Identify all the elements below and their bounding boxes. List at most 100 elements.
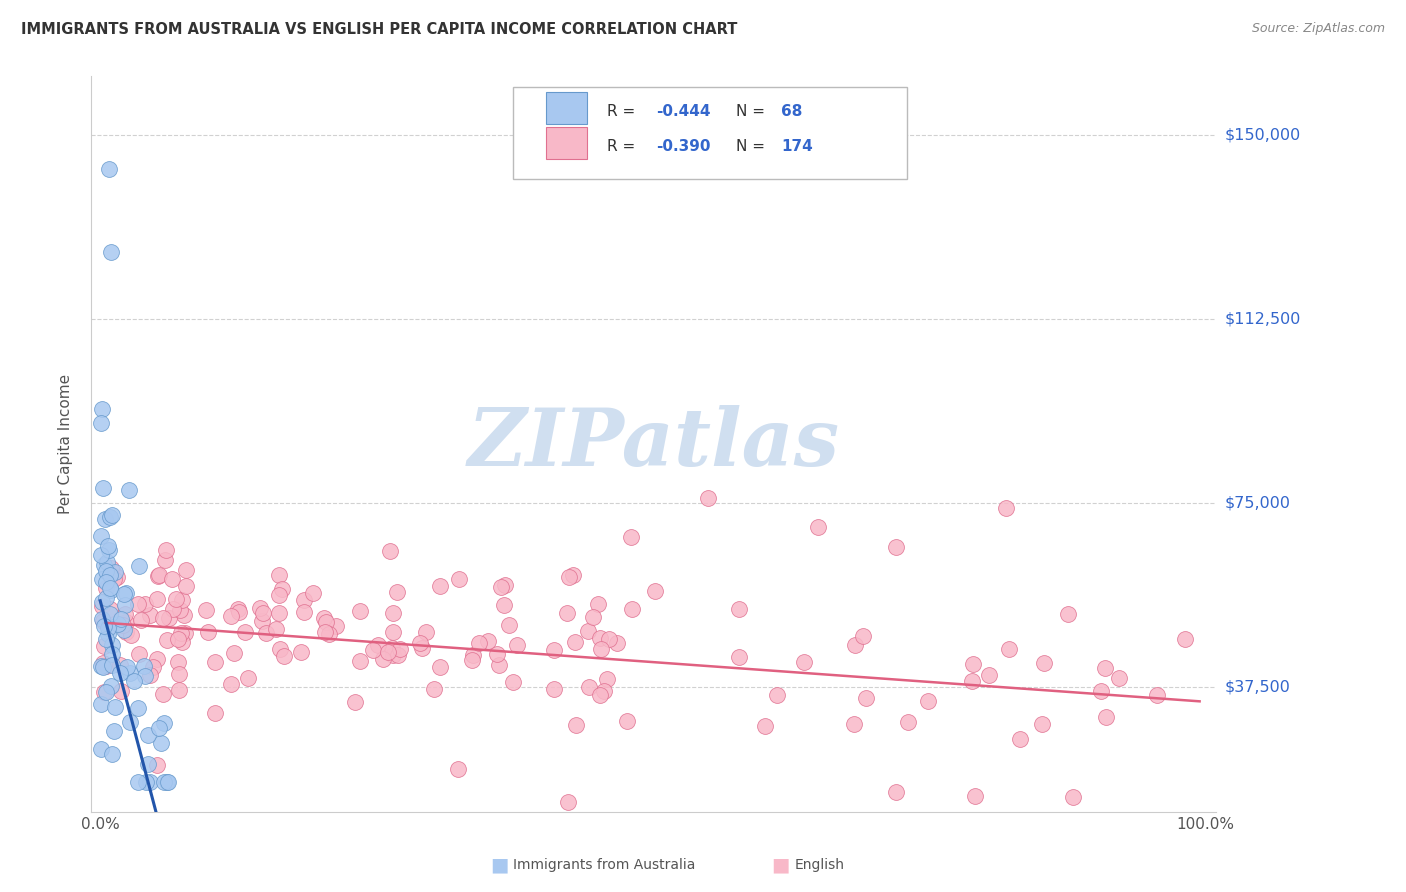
- Text: ZIPatlas: ZIPatlas: [468, 405, 839, 483]
- Text: Source: ZipAtlas.com: Source: ZipAtlas.com: [1251, 22, 1385, 36]
- Immigrants from Australia: [96, 685, 118, 699]
- Immigrants from Australia: [97, 627, 120, 641]
- English: [254, 626, 277, 640]
- Immigrants from Australia: [118, 715, 141, 730]
- English: [142, 660, 165, 674]
- Immigrants from Australia: [91, 595, 114, 609]
- English: [96, 659, 118, 673]
- English: [962, 657, 984, 671]
- Immigrants from Australia: [127, 775, 149, 789]
- English: [167, 683, 190, 698]
- English: [111, 618, 134, 632]
- Immigrants from Australia: [101, 508, 124, 522]
- English: [314, 611, 336, 625]
- English: [226, 601, 249, 615]
- English: [562, 568, 585, 582]
- English: [606, 636, 628, 650]
- Text: Immigrants from Australia: Immigrants from Australia: [513, 858, 696, 872]
- English: [415, 625, 437, 640]
- English: [977, 668, 1000, 682]
- Immigrants from Australia: [94, 574, 117, 589]
- English: [377, 645, 399, 659]
- English: [315, 615, 337, 630]
- English: [349, 604, 371, 618]
- English: [807, 520, 830, 534]
- English: [917, 694, 939, 708]
- English: [100, 561, 122, 575]
- Immigrants from Australia: [91, 402, 114, 417]
- English: [616, 714, 638, 728]
- Immigrants from Australia: [104, 565, 127, 579]
- English: [91, 656, 114, 670]
- English: [146, 651, 169, 665]
- Text: ■: ■: [489, 855, 509, 875]
- English: [127, 598, 149, 612]
- English: [325, 619, 347, 633]
- Text: $37,500: $37,500: [1225, 679, 1291, 694]
- FancyBboxPatch shape: [546, 127, 588, 159]
- English: [1094, 661, 1116, 675]
- English: [447, 762, 470, 776]
- English: [148, 568, 170, 582]
- English: [139, 608, 162, 623]
- English: [592, 684, 614, 698]
- English: [581, 609, 603, 624]
- English: [591, 641, 613, 656]
- Text: R =: R =: [606, 104, 640, 120]
- English: [842, 717, 865, 731]
- English: [318, 627, 340, 641]
- English: [1008, 732, 1031, 747]
- English: [1146, 688, 1168, 702]
- English: [169, 603, 191, 617]
- Immigrants from Australia: [90, 742, 112, 756]
- Immigrants from Australia: [149, 736, 172, 750]
- English: [620, 602, 643, 616]
- English: [131, 613, 153, 627]
- Immigrants from Australia: [94, 564, 117, 578]
- Immigrants from Australia: [100, 582, 122, 597]
- English: [160, 573, 183, 587]
- Text: $150,000: $150,000: [1225, 128, 1301, 142]
- English: [494, 578, 516, 592]
- English: [485, 647, 508, 661]
- English: [204, 655, 226, 669]
- English: [197, 624, 219, 639]
- English: [598, 632, 620, 646]
- Y-axis label: Per Capita Income: Per Capita Income: [58, 374, 73, 514]
- Immigrants from Australia: [112, 623, 135, 637]
- English: [766, 688, 789, 702]
- English: [172, 593, 194, 607]
- English: [855, 690, 877, 705]
- Immigrants from Australia: [96, 632, 118, 646]
- English: [1057, 607, 1080, 621]
- English: [267, 588, 290, 602]
- Text: N =: N =: [735, 104, 769, 120]
- Immigrants from Australia: [100, 658, 122, 673]
- English: [382, 648, 405, 662]
- English: [557, 795, 579, 809]
- English: [380, 544, 402, 558]
- English: [588, 632, 610, 646]
- Immigrants from Australia: [98, 510, 121, 524]
- English: [91, 614, 114, 628]
- Immigrants from Australia: [148, 721, 170, 735]
- English: [498, 617, 520, 632]
- Immigrants from Australia: [96, 555, 118, 569]
- English: [176, 579, 198, 593]
- Text: $112,500: $112,500: [1225, 311, 1301, 326]
- Immigrants from Australia: [90, 417, 112, 431]
- English: [793, 656, 815, 670]
- English: [644, 584, 666, 599]
- English: [543, 682, 565, 697]
- Text: English: English: [794, 858, 845, 872]
- English: [505, 638, 527, 652]
- English: [373, 651, 395, 665]
- Immigrants from Australia: [101, 747, 124, 762]
- English: [388, 642, 411, 657]
- English: [381, 640, 404, 655]
- English: [555, 606, 578, 620]
- English: [224, 646, 246, 660]
- English: [152, 687, 174, 701]
- Text: -0.390: -0.390: [657, 139, 710, 154]
- English: [589, 689, 612, 703]
